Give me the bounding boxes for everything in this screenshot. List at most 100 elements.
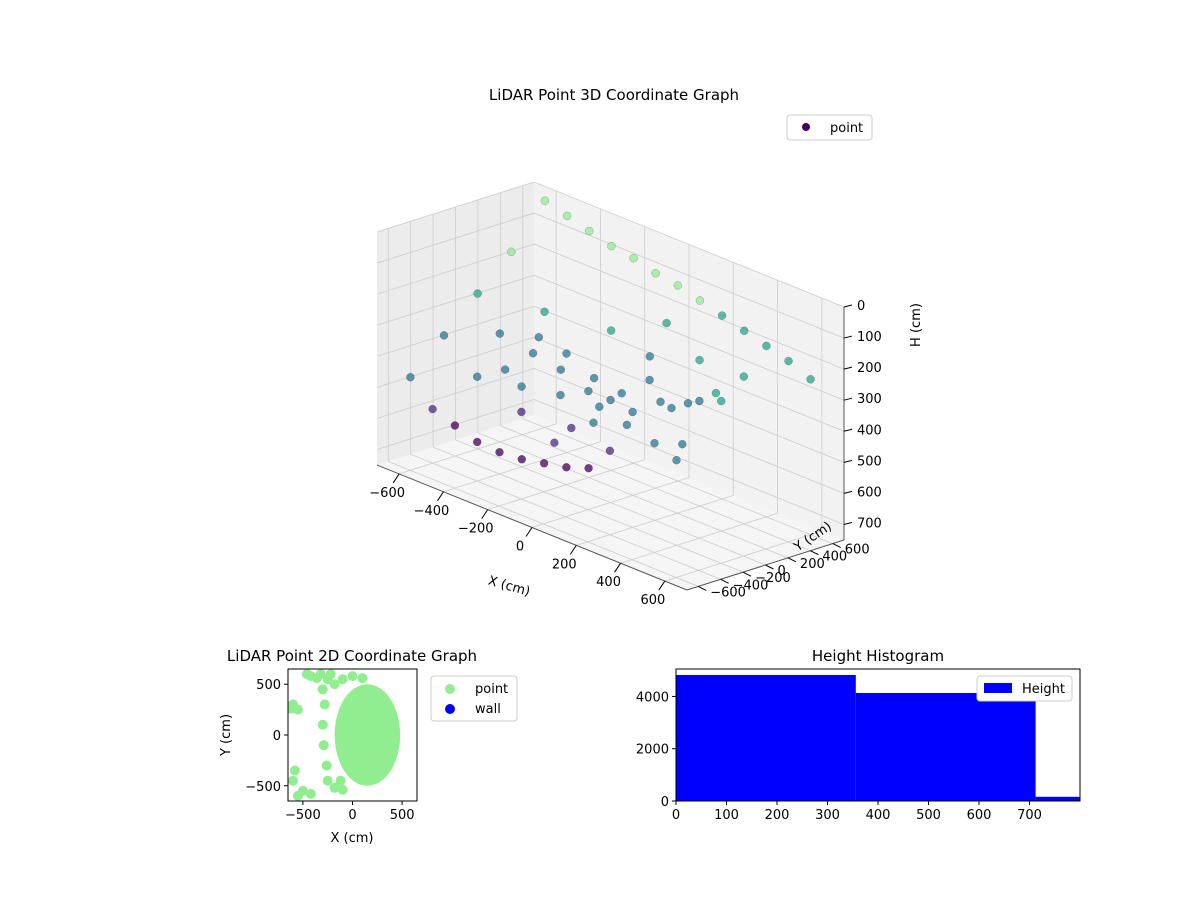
histogram-legend: Height [976,675,1073,702]
chart-3d-y-tick-label-3: 0 [778,564,786,579]
histogram-x-tick-label-7: 700 [1017,808,1042,823]
chart-3d-grid-back-z-0 [533,181,845,308]
chart-3d-y-tick-mark-3 [765,564,774,570]
chart-3d-point-25 [589,373,599,383]
chart-3d-x-tick-mark-2 [481,509,489,519]
chart-3d-y-tick-label-1: −400 [733,578,769,593]
chart-2d-xlabel: X (cm) [331,831,374,846]
chart-2d-point-17 [347,671,358,682]
chart-2d-point-12 [317,684,328,695]
chart-2d-point-21 [318,740,329,751]
chart-3d-point-3 [607,241,616,251]
chart-2d-points [288,669,401,801]
chart-3d-point-15 [606,326,616,335]
histogram-x-tick-label-1: 100 [714,808,739,823]
chart-3d-x-tick-label-2: −200 [458,522,494,537]
chart-3d-point-52 [472,372,482,381]
chart-3d-grid-back-z-7 [533,399,845,525]
histogram-x-tick-label-6: 600 [967,808,992,823]
chart-3d-point-19 [507,247,516,257]
histogram-x-tick-label-4: 400 [866,808,891,823]
chart-2d-point-19 [319,699,330,710]
chart-2d-ylabel: Y (cm) [219,714,234,757]
chart-3d-point-36 [528,348,538,358]
chart-3d-point-13 [662,318,671,328]
chart-3d-title: LiDAR Point 3D Coordinate Graph [489,86,739,104]
chart-3d-grid-floor-y-3 [455,439,766,566]
chart-3d-y-tick-mark-6 [832,543,842,549]
chart-3d-grid-floor-y-0 [388,461,699,587]
chart-3d-point-32 [606,395,615,405]
histogram-bar-2 [1035,796,1080,801]
chart-3d-point-40 [539,459,549,468]
chart-3d-z-tick-label-0: 0 [857,299,865,314]
chart-3d-x-tick-mark-1 [437,491,444,502]
chart-3d-point-42 [517,455,527,464]
chart-histogram: Height Histogram 0 100 200 300 400 500 600 7000… [636,647,1081,823]
chart-3d-point-44 [556,390,565,400]
chart-3d-point-53 [439,331,449,340]
chart-3d-point-55 [567,423,576,433]
chart-3d-y-tick-label-2: −200 [755,571,791,586]
chart-2d-point-18 [357,673,368,684]
histogram-bar-1 [855,693,1036,801]
histogram-y-tick-label-0: 0 [661,795,669,810]
chart-3d-point-57 [517,407,526,417]
chart-3d-grid-floor-y-2 [432,446,744,573]
chart-3d-legend-box [786,114,873,141]
chart-3d-z-tick-mark-4 [843,428,853,432]
chart-2d-ticks: −500 0 500 −500 0 500 [245,678,414,823]
chart-3d-y-tick-label-0: −600 [710,585,746,600]
chart-3d-point-49 [495,447,504,457]
chart-2d-legend-marker-wall [445,704,455,714]
chart-2d-x-tick-label-0: −500 [285,808,321,823]
chart-2d-point-cluster [334,684,401,786]
chart-2d-x-tick-label-1: 0 [348,808,356,823]
chart-3d-point-51 [672,455,681,465]
chart-3d-point-34 [584,386,593,396]
chart-2d-point-3 [289,765,300,776]
chart-2d-point-7 [292,790,303,801]
chart-3d-x-tick-label-3: 0 [516,540,524,555]
chart-3d-point-48 [517,382,526,391]
chart-3d-point-43 [622,420,632,430]
chart-3d-point-50 [589,418,598,427]
chart-3d-z-tick-mark-6 [843,490,853,494]
chart-2d-y-tick-label-1: 0 [273,729,281,744]
chart-3d-x-tick-label-5: 400 [596,575,621,590]
chart-3d-point-10 [762,341,771,351]
chart-3d-point-30 [667,403,676,413]
chart-3d-point-6 [673,281,683,290]
chart-3d-point-11 [784,356,793,366]
chart-3d-grid-back-z-2 [533,243,845,370]
chart-3d-y-tick-mark-0 [697,585,707,591]
chart-2d-legend-marker-point [445,684,455,694]
chart-3d-point-23 [584,463,593,473]
chart-3d-point-39 [473,289,482,298]
chart-3d-x-tick-mark-5 [614,562,621,573]
chart-3d-point-12 [806,375,815,384]
histogram-bar-0 [676,675,856,801]
chart-3d-z-tick-label-1: 100 [857,330,882,345]
chart-3d-point-17 [739,372,749,381]
chart-3d-z-tick-label-3: 300 [857,392,882,407]
chart-3d-x-tick-mark-4 [569,545,577,555]
chart-3d-y-tick-mark-4 [787,557,797,563]
chart-3d-point-16 [645,352,655,361]
chart-2d-y-tick-label-0: −500 [245,780,281,795]
chart-3d-point-22 [562,349,571,358]
chart-3d-z-tick-label-4: 400 [857,423,882,438]
chart-3d-y-tick-mark-2 [742,571,752,577]
chart-3d-grid-back-z-1 [533,212,845,339]
chart-3d-point-0 [540,196,550,205]
histogram-y-tick-label-2: 4000 [636,690,669,705]
chart-2d-point-2 [288,703,296,714]
chart-3d-x-tick-label-0: −600 [369,486,405,501]
chart-3d-point-46 [500,365,510,374]
chart-3d-x-tick-label-6: 600 [640,593,665,608]
chart-3d-point-41 [595,402,604,411]
chart-3d-point-45 [678,439,687,449]
chart-3d-point-21 [695,396,704,406]
